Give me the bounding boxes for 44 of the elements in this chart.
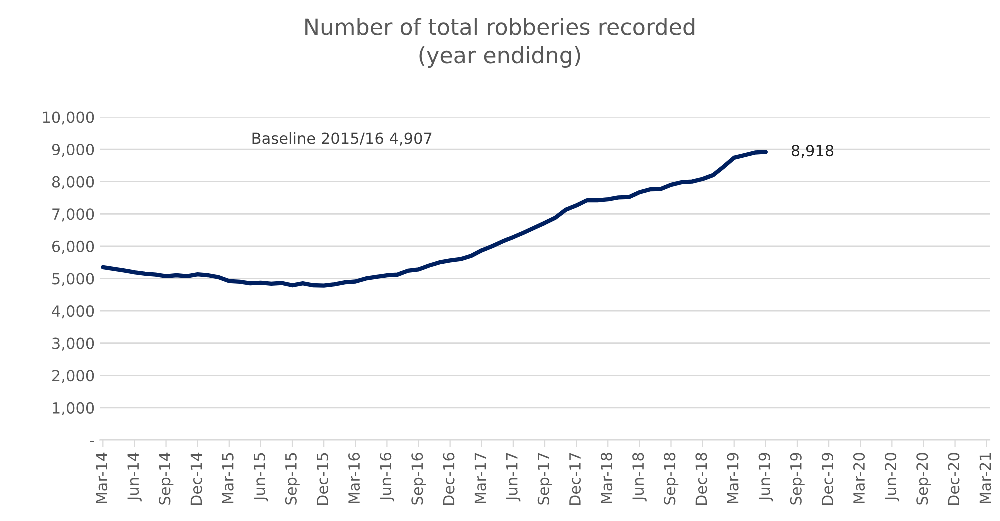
x-tick-label: Dec-15 [317, 453, 329, 506]
y-tick-label: 4,000 [52, 306, 94, 319]
y-tick-label: 8,000 [52, 176, 94, 190]
y-tick-label: 3,000 [52, 338, 94, 351]
x-tick-label: Jun-16 [380, 453, 394, 502]
x-tick-label: Sep-19 [790, 453, 805, 505]
x-tick-label: Sep-14 [159, 452, 174, 505]
x-tick-label: Sep-18 [664, 453, 679, 505]
x-tick-label: Mar-19 [727, 453, 739, 504]
y-tick-label: 6,000 [52, 240, 94, 254]
y-tick-label: 2,000 [52, 370, 94, 384]
x-tick-label: Mar-14 [96, 452, 108, 504]
x-tick-label: Dec-17 [570, 453, 581, 506]
x-tick-label: Mar-21 [980, 453, 992, 504]
x-tick-label: Sep-20 [916, 453, 932, 505]
x-tick-label: Dec-16 [443, 453, 455, 506]
x-tick-label: Mar-16 [348, 453, 360, 504]
x-tick-label: Jun-15 [254, 453, 268, 502]
x-tick-label: Mar-18 [600, 453, 613, 504]
annotation: Baseline 2015/16 4,907 [252, 132, 432, 146]
annotation: 8,918 [792, 145, 834, 158]
x-tick-label: Sep-15 [285, 453, 300, 505]
y-tick-label: 9,000 [52, 144, 94, 158]
x-tick-label: Dec-19 [822, 453, 834, 506]
x-tick-label: Jun-20 [885, 453, 900, 502]
chart-title: Number of total robberies recorded (year endidng) [306, 18, 695, 68]
x-tick-label: Dec-18 [696, 453, 708, 506]
line-series [101, 150, 768, 288]
y-tick-label: 5,000 [52, 273, 94, 286]
x-tick-label: Jun-18 [632, 453, 647, 502]
x-tick-label: Mar-20 [853, 453, 866, 504]
x-tick-label: Mar-15 [222, 453, 234, 504]
y-tick-label: 1,000 [53, 402, 94, 416]
x-tick-label: Mar-17 [474, 453, 486, 504]
y-tick-label: 10,000 [43, 112, 94, 125]
y-tick-label: - [90, 441, 94, 442]
x-tick-label: Jun-19 [758, 453, 774, 502]
x-tick-label: Jun-17 [506, 453, 521, 502]
x-tick-label: Dec-20 [948, 453, 960, 506]
y-tick-label: 7,000 [52, 208, 94, 222]
x-tick-label: Sep-17 [538, 453, 552, 505]
x-tick-label: Sep-16 [412, 453, 426, 505]
x-tick-label: Dec-14 [190, 452, 202, 506]
x-tick-label: Jun-14 [128, 452, 142, 502]
